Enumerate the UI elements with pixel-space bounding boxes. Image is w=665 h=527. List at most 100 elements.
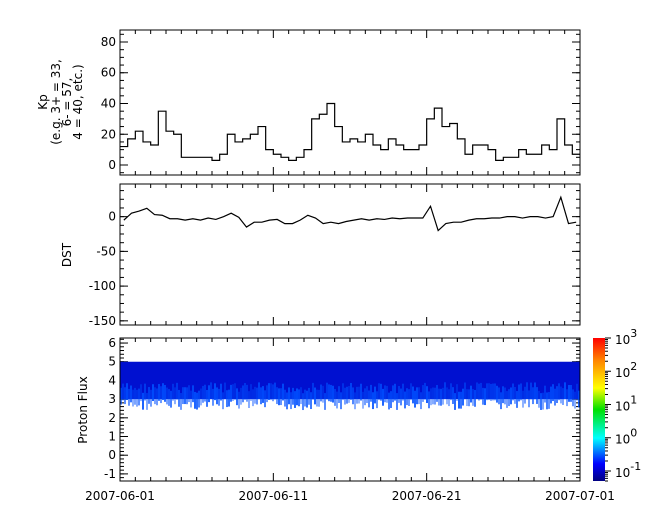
x-axis-labels: 2007-06-01 2007-06-11 2007-06-21 2007-07-01	[85, 489, 615, 503]
flux-column	[274, 361, 276, 400]
flux-column-low-energy	[218, 388, 220, 406]
flux-column	[438, 361, 440, 400]
flux-column-low-energy	[208, 385, 210, 403]
flux-column-low-energy	[504, 387, 506, 405]
flux-column	[324, 361, 326, 400]
flux-column	[212, 361, 214, 400]
flux-column-low-energy	[448, 389, 450, 407]
flux-column-low-energy	[144, 383, 146, 401]
flux-column	[426, 361, 428, 400]
flux-column-low-energy	[222, 392, 224, 410]
flux-column-low-energy	[444, 382, 446, 400]
flux-column	[242, 361, 244, 400]
flux-column	[350, 361, 352, 400]
flux-column-low-energy	[400, 388, 402, 406]
flux-column-low-energy	[158, 384, 160, 401]
flux-column	[264, 361, 266, 400]
flux-column	[484, 361, 486, 400]
flux-column	[502, 361, 504, 400]
flux-column-low-energy	[406, 388, 408, 406]
flux-column	[152, 361, 154, 400]
y-tick-label: 0	[108, 210, 116, 224]
flux-column-low-energy	[402, 383, 404, 401]
flux-column-low-energy	[186, 387, 188, 405]
flux-column	[262, 361, 264, 400]
flux-column	[392, 361, 394, 400]
flux-column	[516, 361, 518, 400]
flux-column	[322, 361, 324, 400]
flux-column	[130, 361, 132, 400]
flux-column	[468, 361, 470, 400]
flux-column	[294, 361, 296, 400]
flux-column-low-energy	[564, 382, 566, 400]
flux-column	[310, 361, 312, 400]
flux-column-low-energy	[508, 389, 510, 407]
flux-column-low-energy	[360, 383, 362, 401]
flux-column	[328, 361, 330, 400]
flux-column-low-energy	[410, 383, 412, 401]
flux-column-low-energy	[320, 384, 322, 402]
flux-column-low-energy	[318, 389, 320, 407]
flux-column-low-energy	[358, 386, 360, 404]
flux-column	[166, 361, 168, 400]
flux-column-low-energy	[282, 383, 284, 401]
flux-column	[480, 361, 482, 400]
flux-column-low-energy	[408, 389, 410, 406]
flux-column-low-energy	[120, 387, 122, 405]
flux-column-low-energy	[576, 383, 578, 401]
flux-column-low-energy	[338, 386, 340, 403]
flux-column-low-energy	[568, 384, 570, 402]
dst-panel: 0 -50 -100 -150	[89, 183, 581, 328]
flux-column	[466, 361, 468, 400]
flux-column	[428, 361, 430, 400]
flux-column-low-energy	[312, 382, 314, 400]
flux-column-low-energy	[356, 386, 358, 404]
flux-column	[524, 361, 526, 400]
flux-column	[450, 361, 452, 400]
flux-column-low-energy	[210, 382, 212, 400]
flux-column-low-energy	[526, 382, 528, 400]
flux-column	[532, 361, 534, 400]
flux-column-low-energy	[184, 387, 186, 405]
flux-column	[472, 361, 474, 400]
flux-column-low-energy	[274, 382, 276, 400]
flux-column	[464, 361, 466, 400]
flux-column	[476, 361, 478, 400]
flux-column	[460, 361, 462, 400]
flux-column	[276, 361, 278, 400]
flux-column	[518, 361, 520, 400]
flux-column	[258, 361, 260, 400]
flux-column-low-energy	[322, 385, 324, 403]
flux-column	[338, 361, 340, 400]
flux-column-low-energy	[286, 392, 288, 410]
flux-column-low-energy	[272, 384, 274, 402]
flux-column-low-energy	[248, 391, 250, 408]
flux-column	[172, 361, 174, 400]
flux-column	[214, 361, 216, 400]
flux-column-low-energy	[352, 387, 354, 405]
flux-column	[534, 361, 536, 400]
flux-column	[330, 361, 332, 400]
flux-column-low-energy	[150, 389, 152, 407]
flux-column	[208, 361, 210, 400]
flux-column	[494, 361, 496, 400]
flux-column-low-energy	[276, 387, 278, 405]
flux-column	[134, 361, 136, 400]
flux-column-low-energy	[438, 388, 440, 406]
flux-column	[316, 361, 318, 400]
y-tick-label: 5	[108, 355, 116, 369]
flux-column	[380, 361, 382, 400]
flux-column-low-energy	[522, 390, 524, 408]
flux-column	[196, 361, 198, 400]
flux-column	[574, 361, 576, 400]
flux-column	[400, 361, 402, 400]
y-tick-label: 40	[101, 96, 116, 110]
y-tick-label: 20	[101, 127, 116, 141]
dst-series-line	[123, 195, 577, 232]
flux-column	[246, 361, 248, 400]
flux-column-low-energy	[278, 388, 280, 406]
kp-ylabel-line-4: 4 = 40, etc.)	[71, 64, 85, 139]
flux-column-low-energy	[126, 383, 128, 401]
flux-column-low-energy	[558, 383, 560, 401]
